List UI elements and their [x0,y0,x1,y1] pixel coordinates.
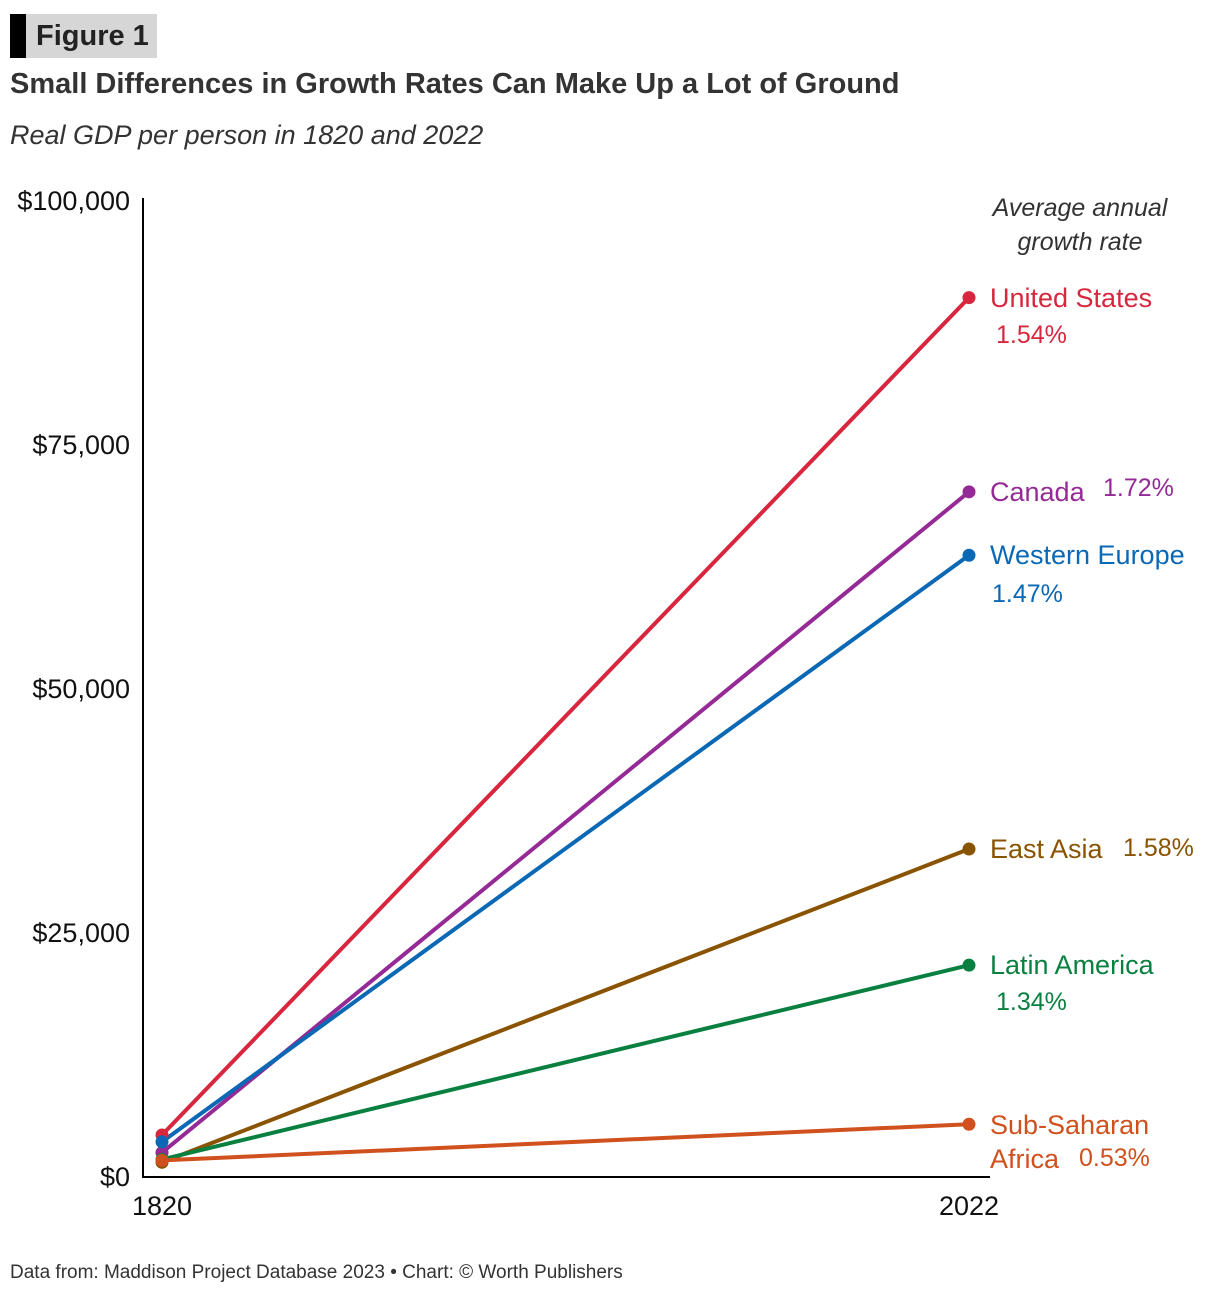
series-line [161,963,970,1162]
data-point [962,485,976,499]
series-line [161,847,970,1165]
growth-rate-label: 1.54% [996,321,1067,349]
growth-rate-label: 0.53% [1079,1144,1150,1172]
growth-rate-label: 1.47% [992,580,1063,608]
chart-subtitle: Real GDP per person in 1820 and 2022 [10,120,484,150]
series-label-part: Africa [990,1144,1060,1174]
data-point [962,291,976,305]
series-label-part: Sub-Saharan [990,1110,1149,1140]
y-tick-label: $25,000 [32,918,130,948]
data-point [155,1135,169,1149]
x-tick-label: 1820 [132,1191,192,1221]
annotation: growth rate [1017,228,1142,256]
growth-rate-label: 1.34% [996,988,1067,1016]
growth-rate-label: 1.58% [1123,834,1194,862]
data-point [962,1117,976,1131]
series-label: Western Europe [990,540,1185,570]
series-line [160,553,971,1144]
y-tick-label: $0 [100,1162,130,1192]
y-tick-label: $50,000 [32,674,130,704]
x-tick-label: 2022 [939,1191,999,1221]
series-label: United States [990,283,1152,313]
series-line [161,1122,970,1163]
y-tick-label: $75,000 [32,430,130,460]
series-line [160,296,971,1137]
data-point [155,1153,169,1167]
y-tick-label: $100,000 [17,186,130,216]
data-point [962,548,976,562]
annotation: Average annual [991,194,1169,222]
series-label: Canada [990,477,1086,507]
data-point [962,842,976,856]
series-label: Latin America [990,950,1155,980]
chart-title: Small Differences in Growth Rates Can Ma… [10,68,900,100]
figure-label: Figure 1 [10,14,157,58]
series-label: East Asia [990,834,1104,864]
growth-rate-label: 1.72% [1103,474,1174,502]
data-point [962,958,976,972]
source-note: Data from: Maddison Project Database 202… [10,1262,623,1283]
